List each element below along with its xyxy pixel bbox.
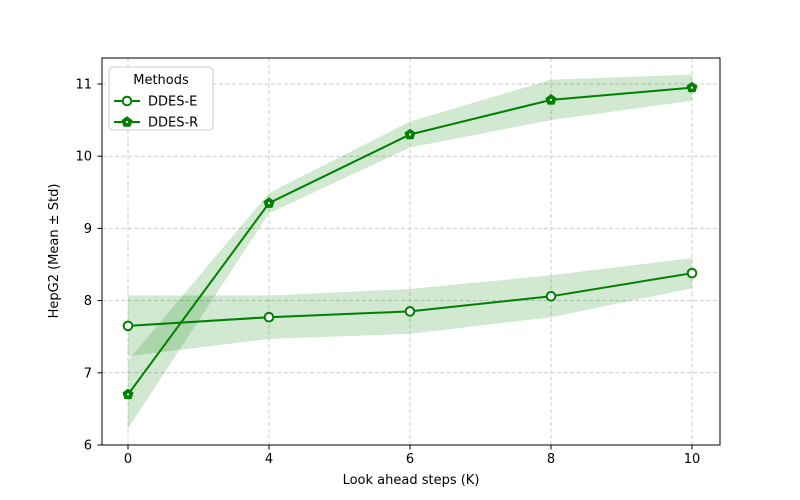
x-axis-label: Look ahead steps (K) (343, 473, 480, 488)
plot-border (101, 57, 721, 446)
y-tick-label: 10 (75, 150, 92, 165)
x-tick-label: 4 (265, 452, 273, 467)
data-point-center-dot (267, 202, 271, 205)
data-point-center-dot (690, 86, 694, 89)
data-point-ddes-e (545, 290, 557, 302)
legend-marker-ddes-e (121, 95, 133, 107)
axes-layer: 0 4 6 8 10 6 7 8 9 10 11 (75, 57, 721, 467)
y-tick-label: 7 (84, 366, 92, 381)
y-tick-label: 9 (84, 222, 92, 237)
data-point-ddes-e (122, 320, 134, 332)
x-tick-label: 0 (124, 452, 132, 467)
data-point-center-dot (408, 133, 412, 136)
confidence-band-ddes-r (128, 74, 692, 429)
legend: Methods DDES-E DDES-R (108, 66, 214, 131)
x-tick-label: 8 (547, 452, 555, 467)
data-points-layer (122, 81, 698, 400)
legend-title: Methods (133, 73, 189, 88)
legend-samples (114, 95, 140, 127)
y-tick-label: 11 (75, 77, 92, 92)
x-tick-label: 10 (684, 452, 701, 467)
data-point-ddes-e (404, 306, 416, 317)
data-point-center-dot (549, 98, 553, 101)
legend-label-ddes-r: DDES-R (148, 116, 198, 131)
legend-box (108, 66, 214, 131)
data-point-center-dot (126, 393, 130, 396)
legend-label-ddes-e: DDES-E (148, 95, 197, 110)
y-tick-label: 6 (84, 439, 92, 454)
y-tick-label: 8 (84, 294, 92, 309)
y-axis-label: HepG2 (Mean ± Std) (47, 184, 62, 319)
data-point-ddes-e (263, 311, 275, 323)
data-point-ddes-e (686, 267, 698, 279)
x-tick-label: 6 (406, 452, 414, 467)
legend-marker-center-dot (125, 120, 129, 124)
